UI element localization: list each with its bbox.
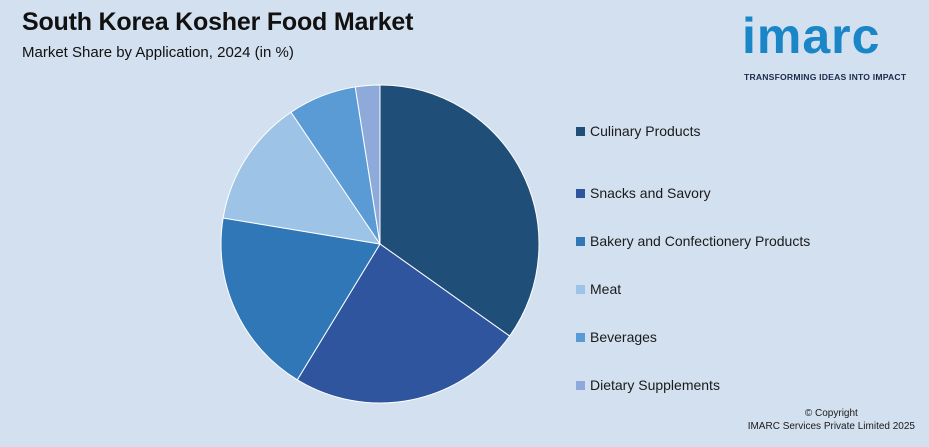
legend-label: Snacks and Savory <box>590 185 711 201</box>
legend-swatch <box>576 380 585 390</box>
legend-swatch <box>576 332 585 342</box>
legend-label: Bakery and Confectionery Products <box>590 233 811 249</box>
pie-slice-culinary-products <box>379 84 540 337</box>
legend-swatch <box>576 188 585 198</box>
chart-title: South Korea Kosher Food Market <box>22 8 414 36</box>
legend-label: Culinary Products <box>590 123 701 139</box>
pie-slice-snacks-and-savory <box>296 243 511 404</box>
legend-item: Bakery and Confectionery Products <box>576 217 876 265</box>
legend-item: Culinary Products <box>576 121 876 141</box>
pie-slice-bakery-and-confectionery-products <box>220 217 381 381</box>
legend-swatch <box>576 126 585 136</box>
copyright-notice: © Copyright IMARC Services Private Limit… <box>748 407 915 433</box>
pie-slice-meat <box>222 111 382 245</box>
legend-swatch <box>576 284 585 294</box>
legend-label: Dietary Supplements <box>590 377 720 393</box>
legend-item: Meat <box>576 265 876 313</box>
copyright-line: © Copyright <box>804 408 858 419</box>
legend-item: Snacks and Savory <box>576 169 876 217</box>
legend-swatch <box>576 236 585 246</box>
legend-item: Beverages <box>576 313 876 361</box>
pie-chart <box>220 84 540 404</box>
logo-wordmark: imarc <box>742 8 881 64</box>
company-line: IMARC Services Private Limited 2025 <box>747 421 915 432</box>
legend-item: Dietary Supplements <box>576 361 876 409</box>
chart-legend: Culinary Products Snacks and Savory Bakery… <box>576 121 876 409</box>
imarc-logo: imarc TRANSFORMING IDEAS INTO IMPACT <box>740 6 922 90</box>
logo-tagline: TRANSFORMING IDEAS INTO IMPACT <box>744 72 907 82</box>
chart-subtitle: Market Share by Application, 2024 (in %) <box>22 44 294 61</box>
legend-label: Beverages <box>590 329 657 345</box>
pie-slice-dietary-supplements <box>354 84 381 245</box>
legend-label: Meat <box>590 281 622 297</box>
